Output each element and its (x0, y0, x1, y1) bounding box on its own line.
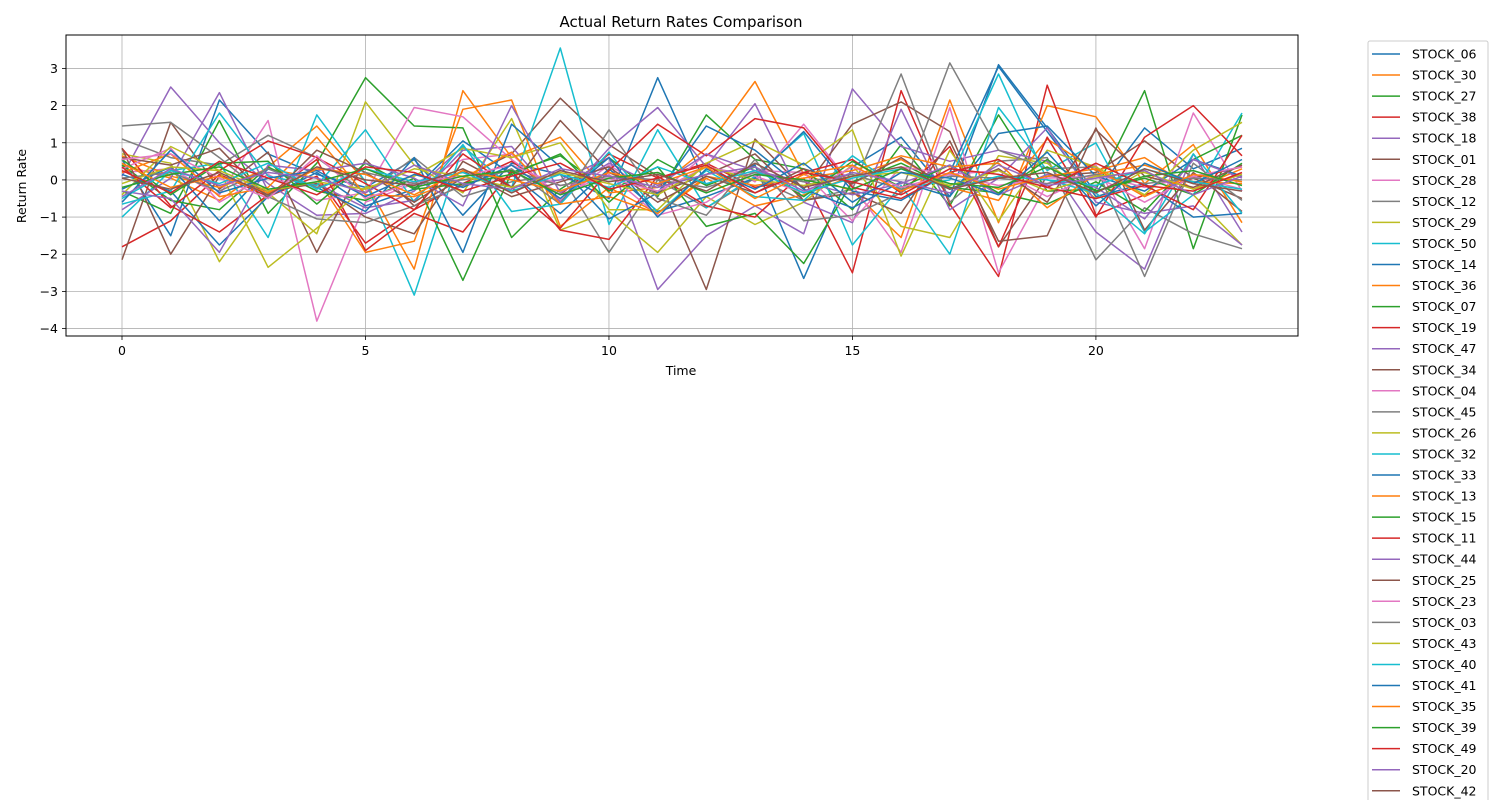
series-line-stock-45 (121, 62, 1243, 278)
legend-label: STOCK_35 (1412, 699, 1477, 714)
y-axis-ticks: −4 −3 −2 −1 0 1 2 3 (40, 61, 66, 336)
series-line-stock-13 (121, 136, 1243, 215)
legend-label: STOCK_33 (1412, 468, 1477, 483)
x-tick-label: 10 (601, 343, 617, 358)
legend-label: STOCK_06 (1412, 47, 1477, 62)
legend-label: STOCK_41 (1412, 678, 1477, 693)
series-line-stock-26 (121, 121, 1243, 269)
legend-label: STOCK_23 (1412, 594, 1477, 609)
series-line-stock-38 (121, 84, 1243, 278)
series-line-stock-35 (121, 162, 1243, 200)
series-line-stock-25 (121, 129, 1243, 203)
series-line-stock-20 (121, 164, 1243, 198)
legend-label: STOCK_04 (1412, 383, 1477, 398)
y-tick-label: −2 (40, 247, 58, 262)
legend-label: STOCK_14 (1412, 257, 1477, 272)
legend-label: STOCK_28 (1412, 173, 1477, 188)
legend-label: STOCK_36 (1412, 278, 1477, 293)
legend-label: STOCK_01 (1412, 152, 1477, 167)
legend-label: STOCK_20 (1412, 762, 1477, 777)
y-tick-label: −1 (40, 210, 58, 225)
legend-label: STOCK_43 (1412, 636, 1477, 651)
y-tick-label: 3 (50, 61, 58, 76)
chart-title: Actual Return Rates Comparison (559, 13, 802, 31)
legend-label: STOCK_11 (1412, 531, 1477, 546)
series-line-stock-23 (121, 153, 1243, 203)
series-line-stock-15 (121, 153, 1243, 205)
legend-label: STOCK_39 (1412, 720, 1477, 735)
legend: STOCK_06 STOCK_30 STOCK_27 STOCK_38 STOCK_18… (1367, 40, 1489, 800)
legend-label: STOCK_15 (1412, 510, 1477, 525)
legend-label: STOCK_47 (1412, 341, 1477, 356)
legend-label: STOCK_40 (1412, 657, 1477, 672)
legend-label: STOCK_25 (1412, 573, 1477, 588)
y-tick-label: 2 (50, 98, 58, 113)
legend-label: STOCK_18 (1412, 131, 1477, 146)
y-tick-label: 0 (50, 172, 58, 187)
plot-frame (65, 34, 1299, 337)
legend-label: STOCK_49 (1412, 741, 1477, 756)
x-tick-label: 15 (844, 343, 860, 358)
x-axis-ticks: 0 5 10 15 20 (118, 336, 1104, 358)
series-line-stock-07 (121, 134, 1243, 282)
y-tick-label: −3 (40, 284, 58, 299)
series-line-stock-50 (121, 47, 1243, 296)
series-line-stock-42 (121, 162, 1243, 196)
legend-frame (1367, 40, 1489, 800)
x-tick-label: 5 (362, 343, 370, 358)
y-axis-title: Return Rate (14, 149, 29, 223)
y-tick-label: 1 (50, 135, 58, 150)
legend-label: STOCK_34 (1412, 362, 1477, 377)
legend-label: STOCK_38 (1412, 110, 1477, 125)
legend-label: STOCK_45 (1412, 404, 1477, 419)
legend-label: STOCK_32 (1412, 446, 1477, 461)
series-lines (121, 47, 1243, 322)
x-axis-title: Time (665, 363, 697, 378)
series-line-stock-49 (121, 160, 1243, 196)
legend-label: STOCK_03 (1412, 615, 1477, 630)
legend-label: STOCK_50 (1412, 236, 1477, 251)
legend-label: STOCK_29 (1412, 215, 1477, 230)
legend-label: STOCK_26 (1412, 425, 1477, 440)
legend-label: STOCK_19 (1412, 320, 1477, 335)
y-tick-label: −4 (40, 321, 58, 336)
legend-label: STOCK_12 (1412, 194, 1477, 209)
legend-label: STOCK_44 (1412, 552, 1477, 567)
legend-label: STOCK_13 (1412, 489, 1477, 504)
x-tick-label: 0 (118, 343, 126, 358)
legend-label: STOCK_27 (1412, 89, 1477, 104)
x-tick-label: 20 (1088, 343, 1104, 358)
legend-label: STOCK_07 (1412, 299, 1477, 314)
legend-label: STOCK_30 (1412, 68, 1477, 83)
legend-label: STOCK_42 (1412, 783, 1477, 798)
